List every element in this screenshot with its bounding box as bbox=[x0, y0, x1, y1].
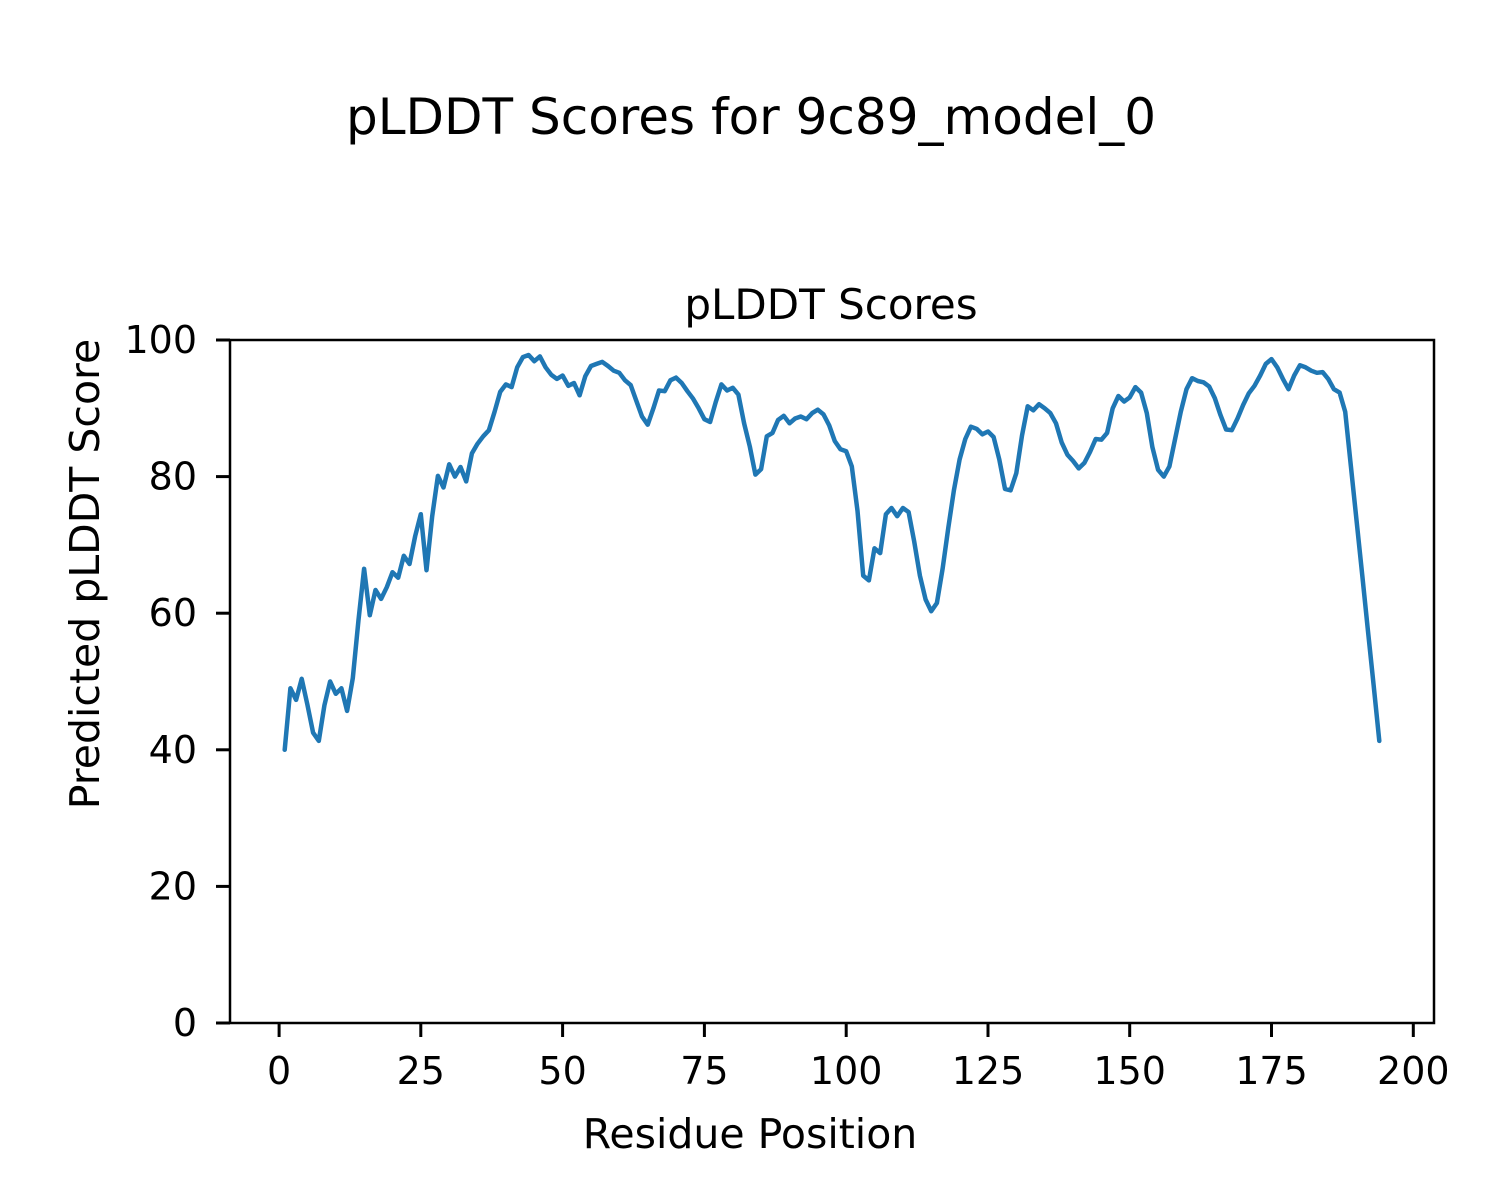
y-tick-label: 80 bbox=[149, 455, 197, 499]
x-tick-label: 50 bbox=[538, 1049, 586, 1093]
figure-suptitle: pLDDT Scores for 9c89_model_0 bbox=[346, 88, 1156, 146]
x-axis: 0 25 50 75 100 125 150 175 200 bbox=[267, 1023, 1450, 1093]
y-tick-label: 60 bbox=[149, 591, 197, 635]
y-tick-label: 0 bbox=[173, 1001, 197, 1045]
y-tick-label: 100 bbox=[124, 318, 197, 362]
axes-frame bbox=[228, 338, 1436, 1025]
x-tick-label: 200 bbox=[1377, 1049, 1450, 1093]
y-tick-label: 40 bbox=[149, 728, 197, 772]
y-axis-label: Predicted pLDDT Score bbox=[61, 339, 109, 809]
x-tick-label: 75 bbox=[680, 1049, 728, 1093]
x-tick-label: 0 bbox=[267, 1049, 291, 1093]
y-axis: 0 20 40 60 80 100 bbox=[124, 318, 230, 1045]
axes-title: pLDDT Scores bbox=[684, 280, 977, 329]
plddt-line bbox=[282, 352, 1382, 753]
x-tick-label: 25 bbox=[397, 1049, 445, 1093]
x-tick-label: 125 bbox=[952, 1049, 1025, 1093]
x-tick-label: 100 bbox=[810, 1049, 883, 1093]
x-tick-label: 175 bbox=[1235, 1049, 1308, 1093]
x-tick-label: 150 bbox=[1093, 1049, 1166, 1093]
x-axis-label: Residue Position bbox=[583, 1110, 918, 1158]
y-tick-label: 20 bbox=[149, 864, 197, 908]
